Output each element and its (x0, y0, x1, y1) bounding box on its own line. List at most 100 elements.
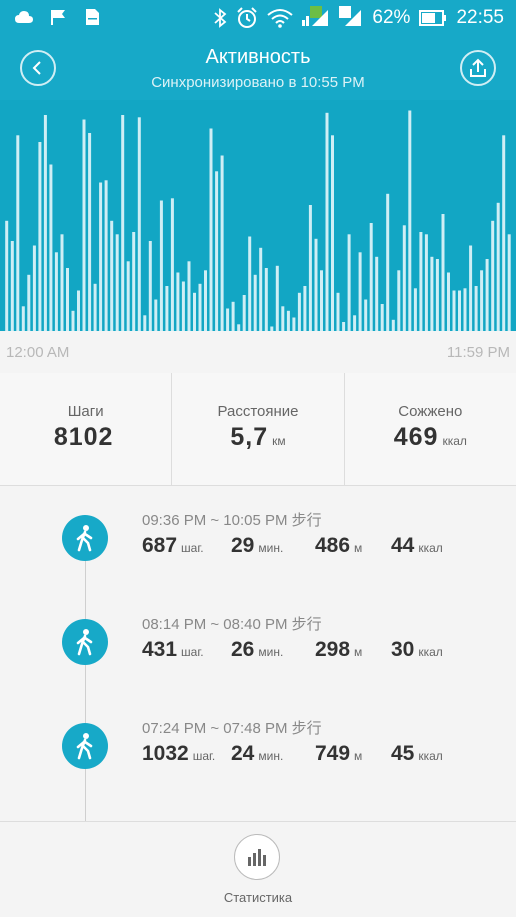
activity-kcal: 45 (391, 742, 415, 765)
walking-icon (62, 723, 108, 769)
activity-bar (419, 232, 423, 331)
activity-bar (364, 299, 368, 331)
activity-bar (331, 135, 334, 331)
axis-end-label: 11:59 PM (446, 344, 510, 361)
wifi-icon (267, 9, 294, 28)
meters-unit: м (354, 749, 363, 763)
axis-start-label: 12:00 AM (6, 344, 70, 361)
activity-chart (0, 100, 516, 331)
activity-bar (413, 288, 417, 331)
activity-item[interactable]: 08:14 PM ~ 08:40 PM 步行 431 шаг. 26 мин. 29… (0, 590, 516, 694)
activity-bar (480, 270, 484, 331)
activity-bar (209, 128, 213, 331)
activity-bar (242, 295, 246, 331)
activity-bar (259, 247, 263, 331)
summary-label: Расстояние (217, 403, 299, 420)
activity-time: 09:36 PM ~ 10:05 PM 步行 (142, 512, 322, 529)
activity-bar (336, 292, 340, 331)
summary-value: 469 (393, 423, 439, 451)
activity-bar (369, 223, 373, 331)
activity-bar (143, 315, 147, 331)
meters-unit: м (354, 645, 363, 659)
sd-card-icon (86, 9, 99, 25)
summary-calories: Сожжено 469 ккал (345, 373, 516, 485)
activity-item[interactable]: 09:36 PM ~ 10:05 PM 步行 687 шаг. 29 мин. 48… (0, 486, 516, 590)
activity-bar (165, 286, 169, 331)
activity-bar (82, 119, 86, 331)
activity-bar (347, 234, 351, 331)
footer: Статистика (0, 822, 516, 917)
activity-meters: 298 (315, 638, 351, 661)
activity-bar (485, 259, 489, 331)
meters-unit: м (354, 541, 363, 555)
summary-value: 5,7 (230, 423, 269, 451)
activity-bar (115, 234, 119, 331)
activity-item[interactable]: 07:24 PM ~ 07:48 PM 步行 1032 шаг. 24 мин. 7… (0, 694, 516, 798)
clock: 22:55 (456, 7, 504, 28)
activity-bar (38, 142, 42, 331)
activity-bar (458, 290, 461, 331)
steps-unit: шаг. (192, 749, 216, 763)
activity-bar (71, 310, 75, 331)
activity-bar (237, 324, 241, 331)
activity-bar (452, 290, 456, 331)
alarm-icon (237, 7, 258, 28)
sim1-signal-icon (302, 6, 329, 26)
activity-bar (275, 265, 279, 331)
activity-bar (491, 220, 495, 331)
activity-bar (5, 220, 9, 331)
activity-bar (132, 232, 136, 331)
activity-bar (447, 272, 450, 331)
activity-bar (474, 286, 478, 331)
timeline-line (85, 534, 86, 821)
activity-bar (375, 256, 379, 331)
activity-bar (281, 306, 285, 331)
activity-bar (220, 155, 224, 331)
chevron-left-icon (32, 61, 41, 75)
activity-bar (380, 304, 384, 331)
activity-bar (353, 315, 357, 331)
summary-panel: Шаги 8102 Расстояние 5,7 км Сожжено 469 кк… (0, 373, 516, 486)
activity-kcal: 44 (391, 534, 415, 557)
activity-minutes: 24 (231, 742, 255, 765)
activity-bar (469, 245, 473, 331)
activity-bar (441, 214, 445, 331)
activity-bar (43, 115, 47, 331)
activity-steps: 687 (142, 534, 178, 557)
activity-bar (358, 252, 362, 331)
activity-bar (215, 171, 219, 331)
activity-bar (181, 281, 185, 331)
activity-steps: 1032 (142, 742, 189, 765)
activity-chart-svg (5, 110, 511, 331)
activity-bar (264, 268, 268, 331)
statistics-button[interactable] (234, 834, 280, 880)
activity-time: 08:14 PM ~ 08:40 PM 步行 (142, 616, 322, 633)
activity-bar (430, 256, 434, 331)
activity-bar (204, 270, 207, 331)
activity-bar (60, 234, 64, 331)
activity-bar (253, 274, 257, 331)
summary-unit: км (272, 434, 286, 448)
activity-bar (77, 290, 80, 331)
activity-bar (27, 274, 31, 331)
activity-bar (187, 261, 191, 331)
walking-icon (62, 619, 108, 665)
activity-bar (231, 301, 235, 331)
activity-bar (176, 272, 180, 331)
bar-chart-icon (248, 849, 266, 866)
activity-bar (99, 182, 103, 331)
activity-bar (88, 133, 92, 331)
activity-bar (402, 225, 406, 331)
activity-bar (397, 270, 401, 331)
activity-kcal: 30 (391, 638, 415, 661)
back-button[interactable] (20, 50, 56, 86)
activity-bar (49, 164, 53, 331)
share-button[interactable] (460, 50, 496, 86)
minutes-unit: мин. (258, 645, 284, 659)
activity-meters: 749 (315, 742, 351, 765)
activity-bar (308, 205, 312, 331)
activity-bar (314, 238, 318, 331)
bluetooth-icon (214, 8, 227, 28)
summary-steps: Шаги 8102 (0, 373, 173, 485)
activity-bar (435, 259, 439, 331)
